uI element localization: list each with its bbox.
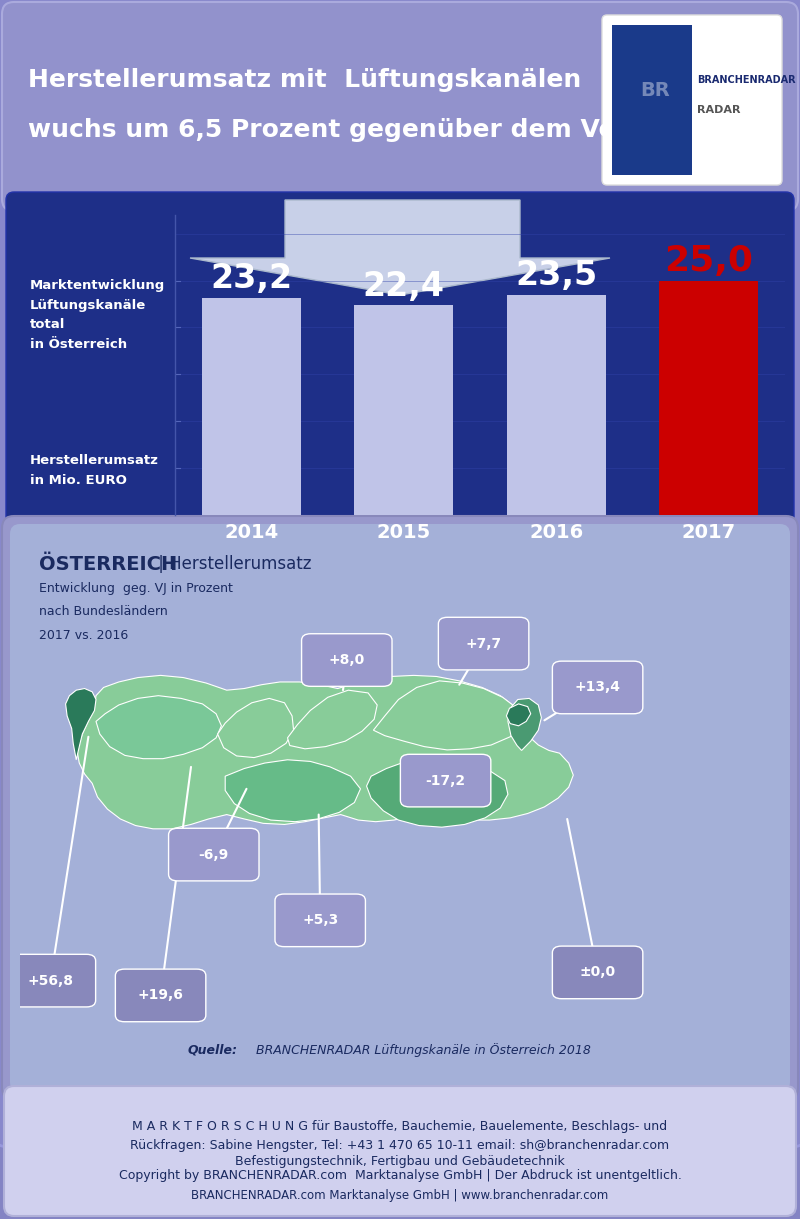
FancyBboxPatch shape bbox=[400, 755, 491, 807]
Text: +7,7: +7,7 bbox=[466, 636, 502, 651]
Bar bbox=[202, 297, 301, 514]
Polygon shape bbox=[374, 681, 522, 750]
Text: RADAR: RADAR bbox=[697, 105, 741, 115]
Text: BRANCHENRADAR: BRANCHENRADAR bbox=[697, 76, 796, 85]
Text: Entwicklung  geg. VJ in Prozent: Entwicklung geg. VJ in Prozent bbox=[39, 581, 233, 595]
FancyBboxPatch shape bbox=[6, 193, 794, 528]
FancyBboxPatch shape bbox=[602, 15, 782, 185]
Bar bbox=[354, 305, 454, 514]
FancyBboxPatch shape bbox=[169, 828, 259, 881]
Bar bbox=[659, 280, 758, 514]
FancyBboxPatch shape bbox=[2, 2, 798, 211]
Text: BR: BR bbox=[640, 80, 670, 100]
Polygon shape bbox=[190, 200, 610, 295]
Text: Befestigungstechnik, Fertigbau und Gebäudetechnik: Befestigungstechnik, Fertigbau und Gebäu… bbox=[235, 1156, 565, 1169]
Polygon shape bbox=[508, 698, 542, 751]
Polygon shape bbox=[96, 696, 222, 758]
Text: ÖSTERREICH: ÖSTERREICH bbox=[39, 555, 178, 574]
FancyBboxPatch shape bbox=[275, 894, 366, 947]
Text: +5,3: +5,3 bbox=[302, 913, 338, 928]
Text: +8,0: +8,0 bbox=[329, 653, 365, 667]
FancyBboxPatch shape bbox=[0, 0, 800, 1147]
Bar bbox=[506, 295, 606, 514]
FancyBboxPatch shape bbox=[10, 524, 790, 1092]
FancyBboxPatch shape bbox=[552, 946, 643, 998]
Text: ±0,0: ±0,0 bbox=[579, 965, 616, 979]
Text: 23,2: 23,2 bbox=[210, 262, 292, 295]
Polygon shape bbox=[77, 675, 574, 829]
Text: Lüftungskanäle: Lüftungskanäle bbox=[30, 299, 146, 312]
Text: Quelle:: Quelle: bbox=[187, 1043, 237, 1057]
Text: BRANCHENRADAR Lüftungskanäle in Österreich 2018: BRANCHENRADAR Lüftungskanäle in Österrei… bbox=[252, 1042, 590, 1057]
Text: Marktentwicklung: Marktentwicklung bbox=[30, 278, 166, 291]
Text: in Mio. EURO: in Mio. EURO bbox=[30, 473, 127, 486]
Polygon shape bbox=[66, 689, 96, 759]
FancyBboxPatch shape bbox=[5, 954, 96, 1007]
Text: Rückfragen: Sabine Hengster, Tel: +43 1 470 65 10-11 email: sh@branchenradar.com: Rückfragen: Sabine Hengster, Tel: +43 1 … bbox=[130, 1139, 670, 1152]
FancyBboxPatch shape bbox=[2, 516, 798, 1100]
Polygon shape bbox=[506, 703, 530, 725]
Polygon shape bbox=[226, 759, 361, 822]
Text: 22,4: 22,4 bbox=[362, 269, 445, 302]
Text: total: total bbox=[30, 318, 66, 332]
FancyBboxPatch shape bbox=[612, 26, 692, 176]
Text: 2017 vs. 2016: 2017 vs. 2016 bbox=[39, 629, 128, 642]
Text: BRANCHENRADAR.com Marktanalyse GmbH | www.branchenradar.com: BRANCHENRADAR.com Marktanalyse GmbH | ww… bbox=[191, 1189, 609, 1202]
Text: 23,5: 23,5 bbox=[515, 260, 598, 293]
Text: | Herstellerumsatz: | Herstellerumsatz bbox=[153, 555, 311, 573]
Text: +19,6: +19,6 bbox=[138, 989, 183, 1002]
FancyBboxPatch shape bbox=[4, 1086, 796, 1217]
Text: -6,9: -6,9 bbox=[198, 847, 229, 862]
Text: in Österreich: in Österreich bbox=[30, 339, 127, 351]
Text: M A R K T F O R S C H U N G für Baustoffe, Bauchemie, Bauelemente, Beschlags- un: M A R K T F O R S C H U N G für Baustoff… bbox=[133, 1120, 667, 1134]
Text: nach Bundesländern: nach Bundesländern bbox=[39, 605, 168, 618]
Polygon shape bbox=[218, 698, 294, 757]
FancyBboxPatch shape bbox=[115, 969, 206, 1022]
Text: Herstellerumsatz mit  Lüftungskanälen: Herstellerumsatz mit Lüftungskanälen bbox=[28, 68, 582, 91]
Text: Copyright by BRANCHENRADAR.com  Marktanalyse GmbH | Der Abdruck ist unentgeltlic: Copyright by BRANCHENRADAR.com Marktanal… bbox=[118, 1169, 682, 1181]
Polygon shape bbox=[287, 690, 378, 748]
Text: 25,0: 25,0 bbox=[664, 244, 754, 278]
Text: -17,2: -17,2 bbox=[426, 774, 466, 787]
Text: Herstellerumsatz: Herstellerumsatz bbox=[30, 453, 159, 467]
Text: +56,8: +56,8 bbox=[27, 974, 74, 987]
Polygon shape bbox=[366, 758, 508, 828]
Text: +13,4: +13,4 bbox=[574, 680, 621, 695]
Text: wuchs um 6,5 Prozent gegenüber dem Vorjahr: wuchs um 6,5 Prozent gegenüber dem Vorja… bbox=[28, 118, 684, 141]
FancyBboxPatch shape bbox=[552, 661, 643, 714]
FancyBboxPatch shape bbox=[438, 617, 529, 670]
FancyBboxPatch shape bbox=[302, 634, 392, 686]
